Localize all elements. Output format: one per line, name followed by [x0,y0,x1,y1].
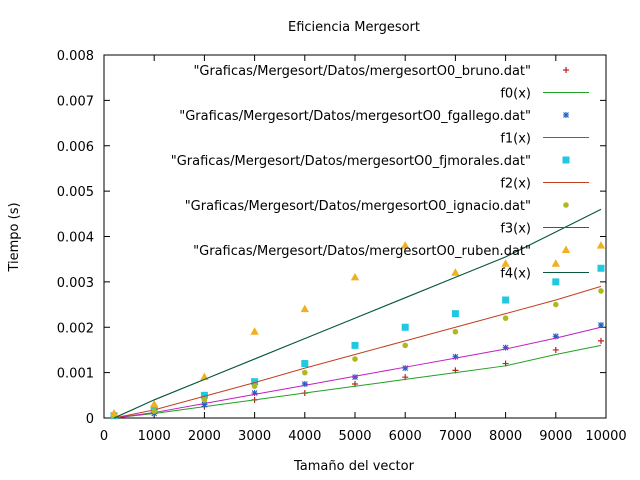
data-point [251,383,258,390]
data-point [402,365,409,372]
legend-label: "Graficas/Mergesort/Datos/mergesortO0_ig… [185,199,531,214]
data-point [451,268,460,276]
data-point [401,241,410,249]
data-point [301,380,308,387]
series-3 [113,326,602,419]
data-point [553,301,559,308]
data-point [552,346,559,353]
x-tick-label: 10000 [585,429,626,444]
data-point [596,241,606,249]
legend-label: f3(x) [500,222,531,237]
legend-label: "Graficas/Mergesort/Datos/mergesortO0_br… [193,64,531,79]
legend-label: "Graficas/Mergesort/Datos/mergesortO0_fj… [171,154,531,169]
data-point [301,360,309,368]
legend-marker-swatch [563,202,569,208]
legend-label: f0(x) [500,87,531,102]
x-tick-label: 0 [100,429,108,444]
data-point [150,399,159,408]
data-point [502,296,510,304]
series-line [113,285,602,419]
data-point [551,259,560,267]
y-tick-label: 0 [86,412,94,427]
data-point [597,321,604,328]
data-point [200,391,208,399]
data-point [300,304,309,313]
data-point [597,264,605,272]
y-axis-label: Tiempo (s) [7,202,22,272]
series-line [113,326,602,419]
data-point [502,315,509,321]
legend-label: f2(x) [500,177,531,192]
x-tick-label: 3000 [238,429,271,444]
x-tick-label: 5000 [338,429,371,444]
data-point [302,369,308,376]
y-tick-label: 0.003 [57,276,94,291]
data-point [402,342,409,349]
data-point [201,401,208,408]
series-marks [109,208,606,420]
data-point [201,397,208,403]
legend: "Graficas/Mergesort/Datos/mergesortO0_br… [171,64,589,282]
data-point [109,408,119,417]
series-line [113,208,602,419]
chart-title: Eficiencia Mergesort [288,20,420,35]
y-tick-label: 0.004 [57,231,94,246]
data-point [352,374,358,381]
data-point [452,353,459,360]
data-point [250,327,259,335]
data-point [502,344,509,351]
data-point [151,408,157,414]
data-point [598,288,604,294]
legend-label: f4(x) [500,267,531,282]
legend-marker-swatch [563,112,569,118]
data-point [351,341,359,349]
x-tick-label: 9000 [539,429,572,444]
series-line [113,344,602,419]
y-tick-label: 0.006 [57,140,94,155]
axis-ticks: 0 1000 2000 3000 4000 5000 6000 7000 8000 9000 100… [57,49,627,444]
x-tick-label: 4000 [288,429,321,444]
data-point [251,390,258,397]
legend-marker-swatch [563,67,569,73]
y-tick-label: 0.001 [57,367,94,382]
legend-label: "Graficas/Mergesort/Datos/mergesortO0_fg… [179,109,531,124]
data-point [352,356,358,362]
x-tick-label: 7000 [439,429,472,444]
y-tick-label: 0.008 [57,49,94,64]
legend-marker-swatch [562,156,570,164]
x-tick-label: 1000 [138,429,171,444]
data-point [451,310,459,318]
data-point [552,278,560,286]
x-tick-label: 6000 [389,429,422,444]
data-point [501,259,510,267]
y-tick-label: 0.002 [57,321,94,336]
x-axis-label: Tamaño del vector [293,459,415,474]
series-4 [110,264,605,420]
x-tick-label: 2000 [188,429,221,444]
data-point [452,328,459,335]
data-point [350,272,360,281]
data-point [251,378,259,386]
data-point [401,323,409,331]
series-2 [111,321,604,419]
series-1 [113,344,602,419]
legend-label: f1(x) [500,132,531,147]
y-tick-label: 0.007 [57,94,94,109]
legend-marker-swatch [561,245,571,253]
data-point [552,333,559,340]
legend-label: "Graficas/Mergesort/Datos/mergesortO0_ru… [193,244,531,259]
series-9 [113,208,602,419]
series-5 [113,285,602,419]
x-tick-label: 8000 [489,429,522,444]
y-tick-label: 0.005 [57,185,94,200]
data-point [597,337,604,344]
